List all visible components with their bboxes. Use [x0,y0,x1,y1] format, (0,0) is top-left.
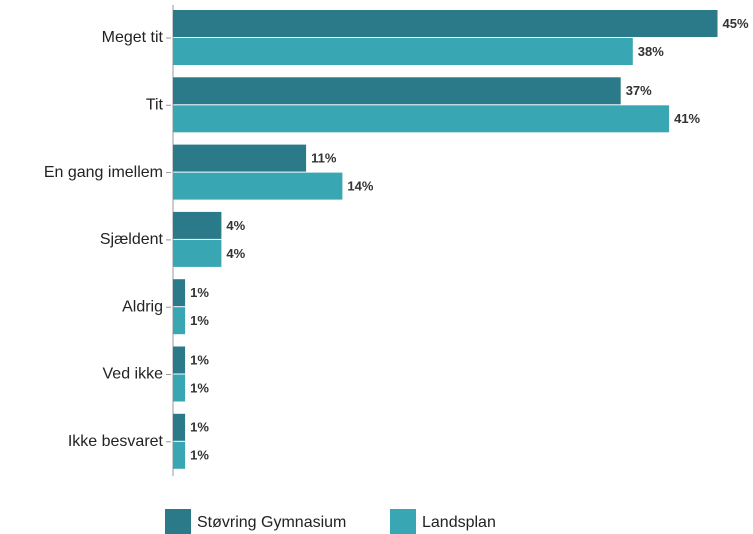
category-label: Meget tit [102,29,164,46]
bar [173,413,186,441]
category-label: Ikke besvaret [68,433,164,450]
value-label: 1% [190,380,209,395]
legend-swatch [390,509,416,534]
category-label: Tit [146,97,164,114]
bar [173,307,186,335]
value-label: 38% [638,44,664,59]
bar [173,38,633,65]
value-label: 4% [226,218,245,233]
bar [173,172,343,200]
bar [173,77,621,105]
bar [173,374,186,402]
value-label: 1% [190,448,209,463]
legend-label: Landsplan [422,514,496,531]
category-label: Ved ikke [103,366,164,383]
legend-label: Støvring Gymnasium [197,514,346,531]
category-label: Aldrig [122,298,163,315]
value-label: 1% [190,420,209,435]
category-label: En gang imellem [44,164,163,181]
bar [173,144,307,172]
value-label: 1% [190,352,209,367]
legend-swatch [165,509,191,534]
bar [173,105,670,133]
value-label: 45% [723,16,749,31]
bar [173,441,186,469]
value-label: 11% [311,151,337,166]
value-label: 41% [674,111,700,126]
value-label: 1% [190,285,209,300]
value-label: 37% [626,83,652,98]
bar [173,346,186,374]
value-label: 4% [226,246,245,261]
bar [173,239,222,267]
bar [173,279,186,307]
bar [173,211,222,239]
value-label: 14% [347,179,373,194]
value-label: 1% [190,313,209,328]
bar [173,10,718,37]
category-label: Sjældent [100,231,164,248]
